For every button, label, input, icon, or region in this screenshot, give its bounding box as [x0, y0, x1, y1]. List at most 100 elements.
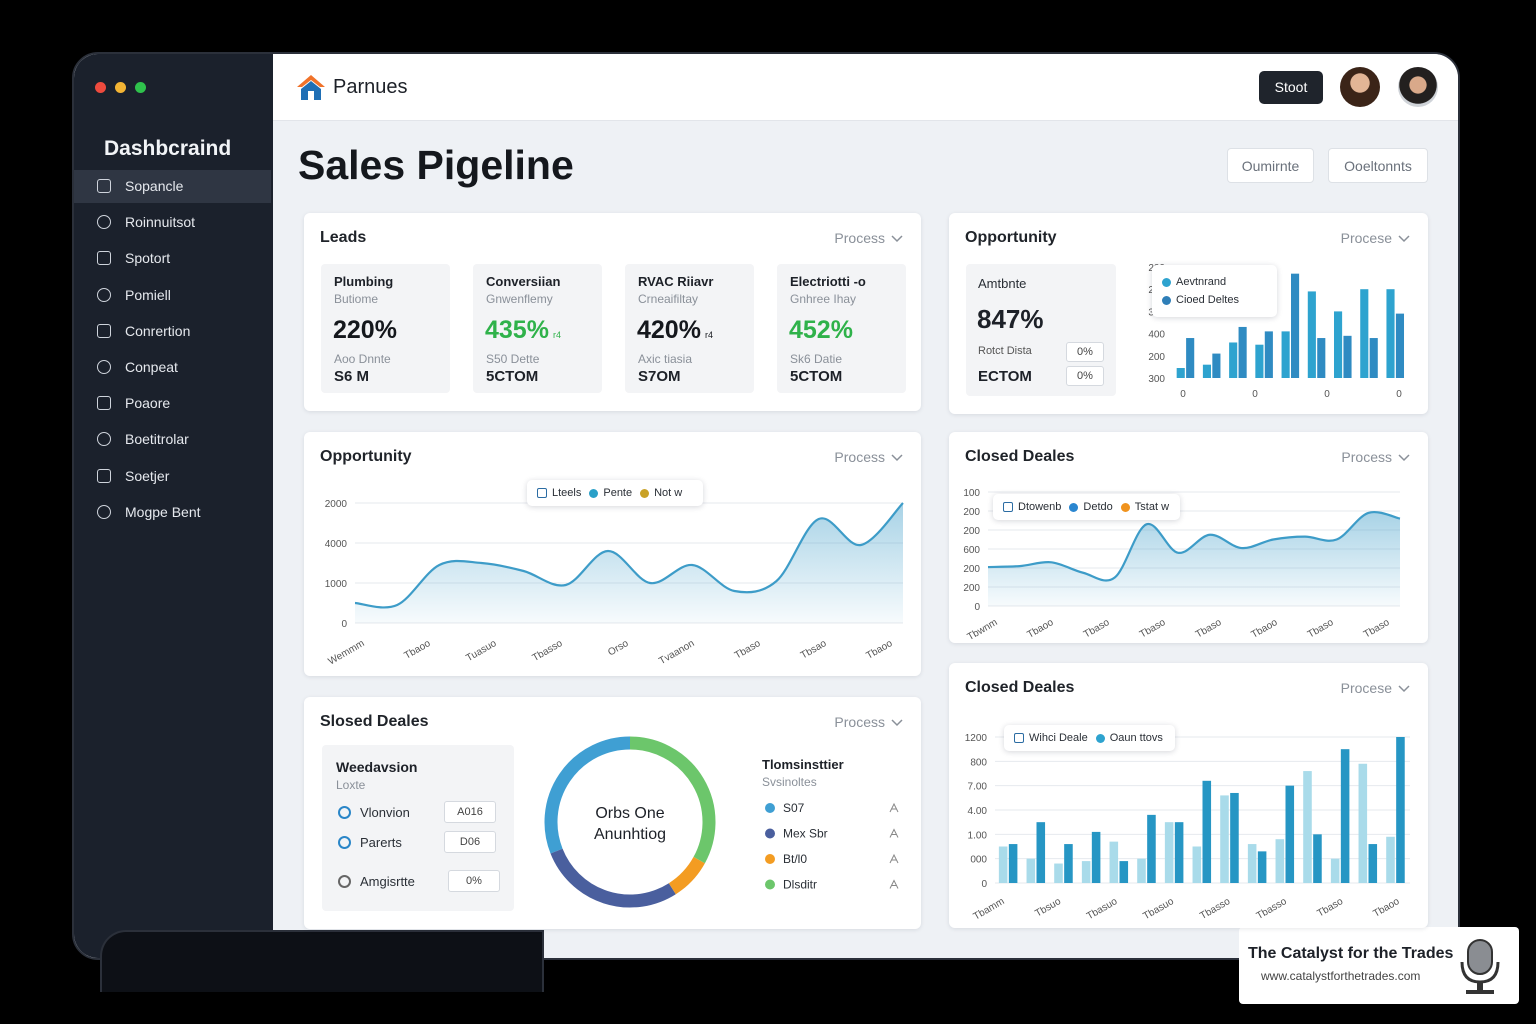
panel-menu[interactable]: Process: [1341, 449, 1392, 465]
kpi-row-label: ECTOM: [978, 368, 1032, 385]
kpi-card: RVAC Riiavr Crneaifiltay 420% r4 Axic tiasia…: [625, 264, 754, 393]
y-tick-label: 0: [981, 879, 987, 890]
y-tick-label: 1.00: [968, 830, 988, 841]
panel-menu[interactable]: Process: [834, 449, 885, 465]
y-tick-label: 1200: [965, 733, 988, 744]
sidebar-item[interactable]: Spotort: [125, 250, 171, 267]
x-tick-label: Tbsuo: [1033, 896, 1063, 920]
bar: [1008, 844, 1018, 883]
panel-title: Leads: [320, 229, 367, 246]
chart: 100 200 200 600 200 200 0 Tbwnm Tbaoo Tbaso Tbaso T…: [963, 488, 1401, 643]
window-dot-green: [135, 82, 146, 93]
sidebar-item[interactable]: Mogpe Bent: [125, 503, 201, 520]
donut-segment: [668, 856, 705, 895]
avatar[interactable]: [1340, 67, 1380, 107]
info-title: Weedavsion: [336, 759, 418, 775]
sidebar-icon: [97, 215, 111, 230]
sidebar-item[interactable]: Pomiell: [125, 286, 171, 303]
bar: [1340, 749, 1350, 883]
x-tick-label: Tbaso: [1138, 617, 1168, 641]
bar: [1386, 836, 1395, 883]
x-tick-label: Tbaso: [733, 638, 763, 662]
sidebar-item[interactable]: Boetitrolar: [125, 431, 189, 448]
bar: [1192, 846, 1202, 883]
panel-menu[interactable]: Procese: [1340, 230, 1392, 246]
mic-base: [1466, 990, 1494, 994]
row-label: Parerts: [360, 835, 402, 850]
kpi-name: Plumbing: [334, 274, 394, 289]
sidebar-item[interactable]: Soetjer: [125, 467, 170, 484]
legend-dot: [765, 803, 775, 813]
legend-marker: [640, 488, 650, 498]
brand-name: Parnues: [333, 76, 408, 98]
legend-marker: [1120, 502, 1130, 512]
bar: [1281, 331, 1290, 378]
panel-menu[interactable]: Process: [834, 714, 885, 730]
bar: [1358, 763, 1368, 883]
x-tick-label: Tbaoo: [1249, 617, 1279, 641]
legend-item: Dtowenb: [1003, 501, 1061, 513]
legend-label: Mex Sbr: [783, 827, 828, 841]
kpi-sub: Gnhree Ihay: [790, 292, 857, 306]
legend-dot: [765, 879, 775, 890]
x-tick-label: Tbaso: [1194, 617, 1224, 641]
mic-head: [1467, 939, 1493, 975]
legend-sub: Svsinoltes: [762, 775, 817, 789]
avatar[interactable]: [1398, 67, 1438, 107]
legend-label: S07: [783, 801, 805, 815]
x-tick-label: Tbasuo: [1141, 896, 1176, 922]
x-tick-label: 0: [1180, 389, 1186, 400]
bar: [1220, 795, 1229, 883]
donut-center-text: Orbs One: [595, 805, 664, 822]
sidebar-item[interactable]: Sopancle: [125, 178, 184, 194]
logo-door: [308, 91, 314, 100]
page-button[interactable]: Oumirnte: [1227, 148, 1314, 183]
y-tick-label: 300: [1148, 374, 1165, 385]
bar: [1334, 311, 1343, 378]
donut-segment: [629, 736, 716, 864]
x-tick-label: Tbaoo: [864, 638, 894, 662]
bar: [1202, 780, 1212, 883]
chevron: [891, 454, 903, 462]
kpi-card: Amtbnte 847% Rotct Dista 0% ECTOM 0%: [966, 264, 1116, 396]
sidebar-item[interactable]: Roinnuitsot: [125, 214, 196, 231]
x-tick-label: Tbamm: [972, 896, 1007, 922]
panel-menu[interactable]: Process: [834, 230, 885, 246]
kpi-sub: Butiome: [334, 292, 379, 306]
bar: [1313, 834, 1322, 883]
row-value: D06: [444, 831, 496, 853]
y-tick-label: 4.00: [968, 806, 988, 817]
panel-menu[interactable]: Procese: [1340, 680, 1392, 696]
y-tick-label: 200: [963, 526, 980, 537]
sidebar-item[interactable]: Conpeat: [125, 359, 178, 375]
bar: [1174, 822, 1184, 883]
bar: [1360, 289, 1369, 378]
bar: [1303, 771, 1312, 883]
x-tick-label: Tbaso: [1082, 617, 1112, 641]
header-button[interactable]: Stoot: [1259, 71, 1323, 104]
x-tick-label: Tvaanon: [657, 638, 696, 667]
brand-logo: [297, 75, 325, 100]
bar: [998, 846, 1008, 883]
legend-marker: [1003, 502, 1013, 512]
line-area: [988, 512, 1400, 606]
bar: [1186, 338, 1195, 378]
y-tick-label: 100: [963, 488, 980, 499]
kpi-value: 435%: [485, 316, 549, 344]
sidebar-item[interactable]: Poaore: [125, 395, 171, 412]
legend: Lteels Pente Not w: [527, 480, 703, 506]
legend: Wihci Deale Oaun ttovs: [1004, 725, 1175, 751]
menu-chevron: [1398, 235, 1410, 243]
bar: [1119, 861, 1129, 883]
page-button[interactable]: Ooeltonnts: [1328, 148, 1428, 183]
panel: Opportunity Process 2000 4000 1000 0 Wemmm Tbao…: [304, 432, 921, 676]
sidebar-item[interactable]: Conrertion: [125, 322, 191, 339]
kpi-name: Electriotti -o: [790, 274, 866, 289]
legend-marker: [1162, 277, 1171, 287]
sidebar-icon: [97, 468, 111, 483]
bar: [1369, 338, 1378, 378]
bar: [1257, 851, 1267, 883]
x-tick-label: Tbasuo: [1085, 896, 1120, 922]
sidebar-icon: [97, 432, 111, 447]
legend-item: Tstat w: [1120, 501, 1169, 513]
